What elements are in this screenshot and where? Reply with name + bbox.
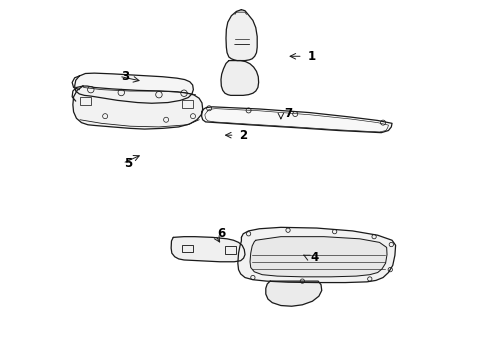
Text: 4: 4 xyxy=(311,251,319,264)
Text: 3: 3 xyxy=(121,69,129,82)
Text: 5: 5 xyxy=(124,157,133,170)
Polygon shape xyxy=(221,60,259,95)
Text: 2: 2 xyxy=(239,129,247,142)
Polygon shape xyxy=(74,73,194,103)
Polygon shape xyxy=(171,237,245,262)
Polygon shape xyxy=(250,237,387,277)
Text: 1: 1 xyxy=(307,50,316,63)
Polygon shape xyxy=(73,86,203,129)
Polygon shape xyxy=(201,107,392,133)
Polygon shape xyxy=(238,227,395,283)
Polygon shape xyxy=(226,10,257,60)
Polygon shape xyxy=(266,281,322,306)
Text: 6: 6 xyxy=(218,227,226,240)
Text: 7: 7 xyxy=(284,107,292,120)
